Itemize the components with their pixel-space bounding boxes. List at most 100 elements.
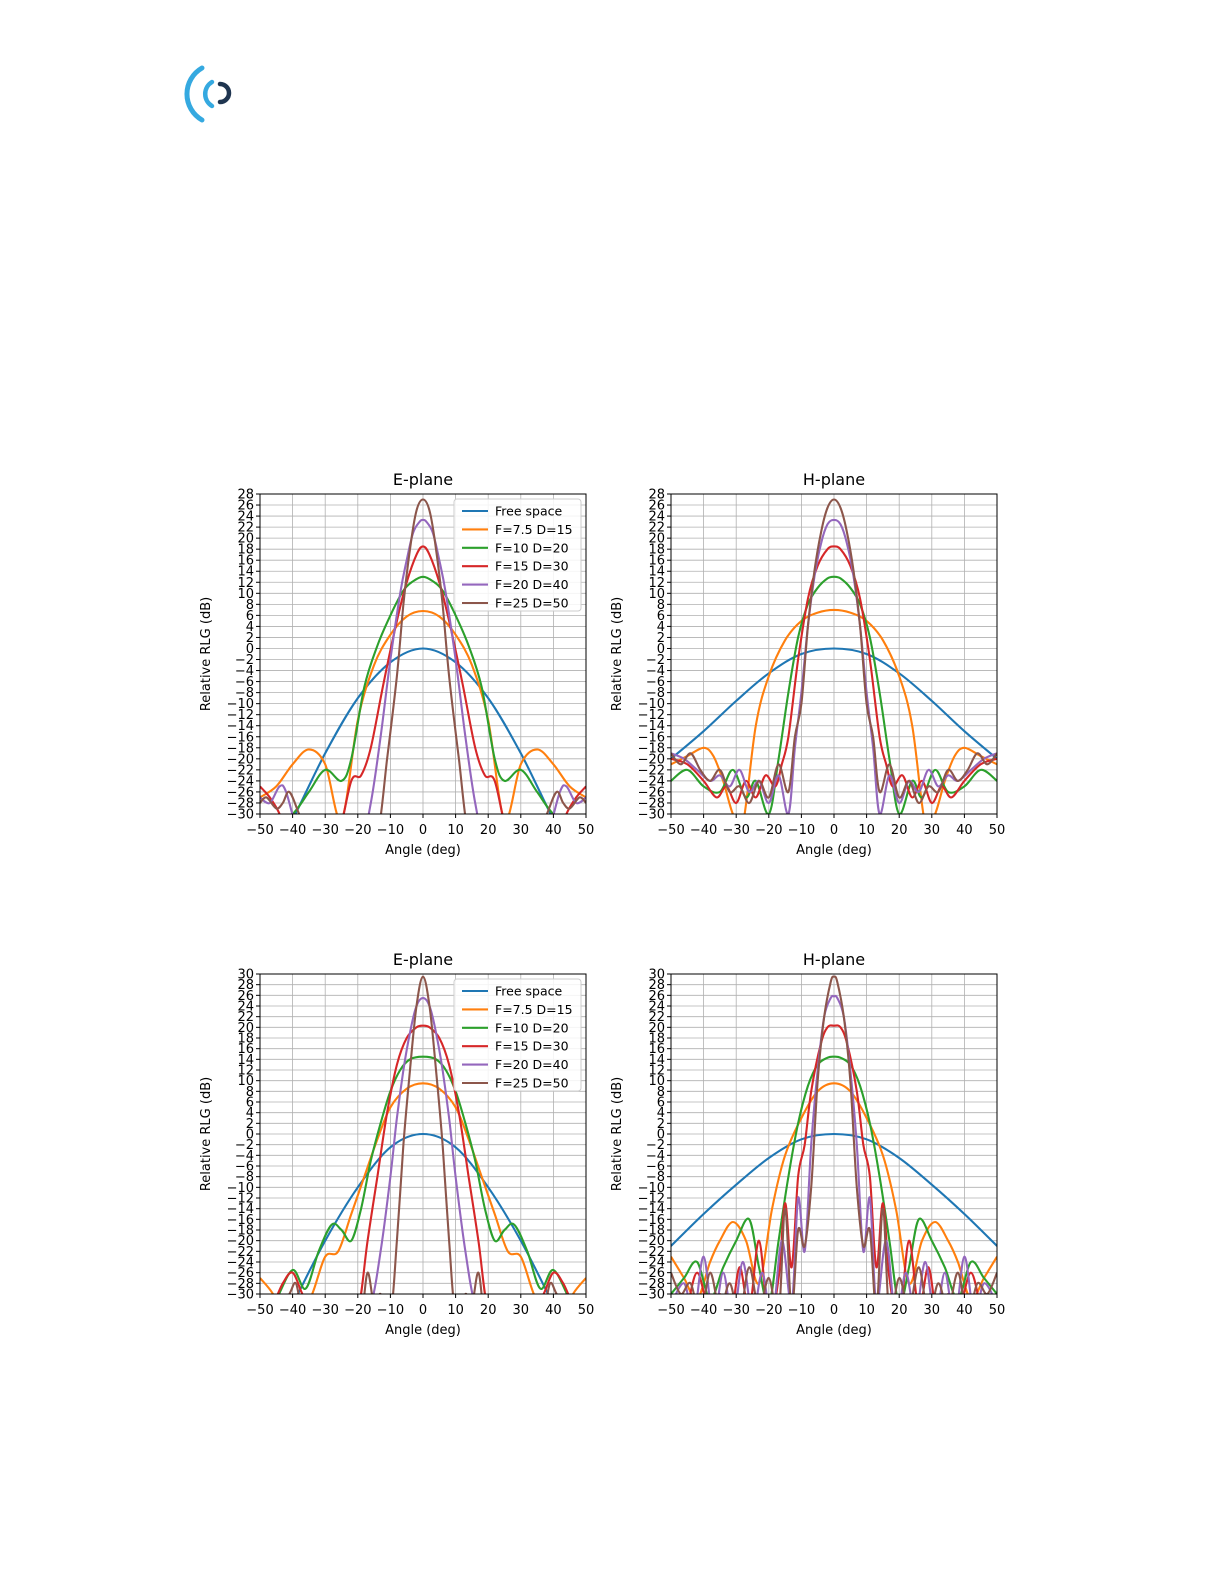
x-tick-label: 20 [480, 1303, 497, 1318]
y-tick-label: −30 [638, 808, 665, 823]
y-tick-label: 6 [246, 1096, 254, 1111]
y-tick-label: −26 [227, 785, 254, 800]
x-tick-label: 30 [513, 1303, 530, 1318]
y-tick-label: −20 [638, 1234, 665, 1249]
series-line-f-15-d-30 [671, 545, 997, 805]
x-tick-label: −10 [377, 1303, 404, 1318]
y-tick-label: 0 [657, 1128, 665, 1143]
chart-svg: −50 −40 −30 −20 −10 0 10 20 30 40 50−30−28−26−24−2… [610, 950, 1005, 1338]
y-tick-label: 26 [237, 499, 254, 514]
series-line-free-space [294, 647, 552, 814]
y-tick-label: −10 [638, 697, 665, 712]
x-tick-label: −30 [311, 823, 338, 838]
legend-label: F=10 D=20 [495, 540, 569, 555]
y-tick-label: 26 [648, 499, 665, 514]
x-tick-label: −30 [722, 823, 749, 838]
y-tick-label: 14 [648, 1053, 665, 1068]
y-tick-label: −4 [235, 664, 254, 679]
y-tick-label: 24 [237, 1000, 254, 1015]
x-tick-label: −50 [246, 823, 273, 838]
y-tick-label: −22 [638, 763, 665, 778]
y-tick-label: −16 [638, 1213, 665, 1228]
x-tick-label: 10 [447, 1303, 464, 1318]
y-tick-label: −6 [235, 675, 254, 690]
series-line-free-space [671, 1132, 997, 1247]
y-tick-label: −10 [227, 697, 254, 712]
e-plane-chart-top: −50 −40 −30 −20 −10 0 10 20 30 40 50 −30 −28 −26 −24 −2… [190, 460, 610, 865]
y-tick-label: 6 [246, 609, 254, 624]
x-tick-label: 0 [419, 1303, 427, 1318]
chart-title: E-plane [393, 470, 453, 489]
chart-svg: −50 −40 −30 −20 −10 0 10 20 30 40 50−30−28−26−24−2… [199, 950, 595, 1338]
x-tick-label: −40 [279, 823, 306, 838]
y-tick-label: 12 [237, 576, 254, 591]
series-line-f-20-d-40 [671, 518, 997, 814]
y-tick-label: −12 [638, 708, 665, 723]
series-line-f-25-d-50 [671, 498, 997, 805]
y-tick-label: −14 [227, 1202, 254, 1217]
y-tick-label: −8 [646, 686, 665, 701]
y-tick-label: −2 [646, 653, 665, 668]
y-tick-label: −14 [638, 719, 665, 734]
series-line-f-25-d-50 [671, 975, 997, 1294]
legend: Free space F=7.5 D=15 F=10 D=20 F=15 D=30 F=… [453, 978, 582, 1092]
legend-label: F=20 D=40 [495, 577, 569, 592]
y-tick-label: 8 [246, 1085, 254, 1100]
y-tick-label: −12 [227, 708, 254, 723]
y-tick-label: 2 [657, 1117, 665, 1132]
x-tick-label: −20 [755, 1303, 782, 1318]
y-tick-label: −18 [638, 741, 665, 756]
y-tick-label: 14 [237, 1053, 254, 1068]
y-tick-label: 18 [237, 543, 254, 558]
y-tick-label: 6 [657, 609, 665, 624]
y-tick-label: −28 [638, 1277, 665, 1292]
y-tick-label: −14 [638, 1202, 665, 1217]
y-tick-label: −26 [638, 785, 665, 800]
y-tick-label: −22 [638, 1245, 665, 1260]
x-tick-label: 0 [830, 1303, 838, 1318]
y-tick-label: −18 [227, 741, 254, 756]
series-line-f-15-d-30 [260, 545, 586, 814]
y-tick-label: 10 [237, 587, 254, 602]
legend-label: F=15 D=30 [495, 559, 569, 574]
y-tick-label: 12 [648, 576, 665, 591]
y-tick-label: −28 [638, 796, 665, 811]
y-tick-label: −28 [227, 1277, 254, 1292]
legend: Free space F=7.5 D=15 F=10 D=20 F=15 D=30 F=… [453, 498, 582, 612]
y-tick-label: 0 [657, 642, 665, 657]
y-tick-label: −24 [638, 1256, 665, 1271]
y-tick-label: 28 [237, 488, 254, 503]
y-tick-label: −24 [638, 774, 665, 789]
series-lines [671, 975, 997, 1294]
y-tick-label: 16 [237, 554, 254, 569]
h-plane-chart-top: −50 −40 −30 −20 −10 0 10 20 30 40 50 −30 −28 −26 −24 −2… [601, 460, 1021, 865]
y-tick-label: 8 [246, 598, 254, 613]
y-tick-label: −16 [638, 730, 665, 745]
y-axis-label: Relative RLG (dB) [199, 1077, 214, 1191]
x-tick-label: −50 [657, 823, 684, 838]
x-axis-label: Angle (deg) [796, 843, 872, 858]
y-axis-label: Relative RLG (dB) [199, 597, 214, 711]
series-lines [260, 498, 586, 814]
x-tick-label: 50 [578, 1303, 595, 1318]
x-tick-label: 40 [956, 823, 973, 838]
y-tick-label: 14 [648, 565, 665, 580]
y-axis-label: Relative RLG (dB) [610, 597, 625, 711]
legend-label: F=7.5 D=15 [495, 1002, 573, 1017]
series-lines [260, 975, 586, 1294]
y-tick-label: −26 [227, 1266, 254, 1281]
y-tick-label: 12 [237, 1064, 254, 1079]
y-tick-label: −24 [227, 774, 254, 789]
wireless-signal-logo-icon [180, 62, 236, 126]
x-tick-label: −50 [246, 1303, 273, 1318]
x-tick-label: −40 [690, 1303, 717, 1318]
y-tick-label: 20 [648, 1021, 665, 1036]
y-tick-label: −4 [235, 1149, 254, 1164]
y-tick-label: −4 [646, 664, 665, 679]
y-tick-label: 24 [237, 510, 254, 525]
y-tick-label: −30 [227, 1288, 254, 1303]
legend-label: Free space [495, 504, 562, 519]
y-tick-label: 28 [648, 488, 665, 503]
y-tick-label: −16 [227, 1213, 254, 1228]
x-tick-label: 0 [419, 823, 427, 838]
